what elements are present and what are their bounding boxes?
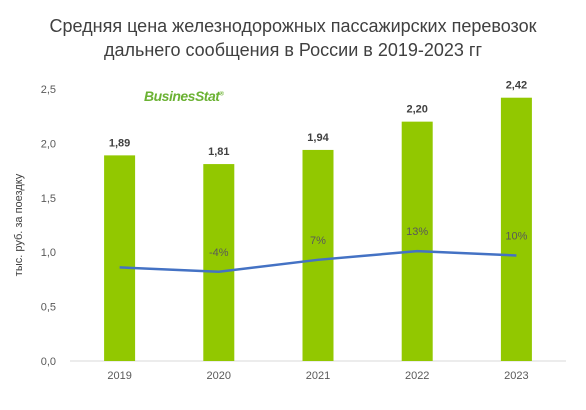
bar-value-label: 1,94 — [307, 132, 329, 144]
chart-title-line-1: Средняя цена железнодорожных пассажирски… — [49, 16, 537, 36]
y-tick-label: 2,0 — [41, 138, 56, 150]
growth-line — [119, 249, 517, 274]
bar-value-label: 2,42 — [506, 80, 527, 92]
y-tick-label: 2,5 — [41, 84, 56, 96]
y-tick-label: 0,5 — [41, 302, 56, 314]
x-tick-label: 2020 — [207, 370, 231, 382]
y-tick-label: 1,5 — [41, 193, 56, 205]
growth-label: 10% — [505, 230, 527, 242]
x-tick-label: 2019 — [107, 370, 131, 382]
y-tick-label: 1,0 — [41, 247, 56, 259]
growth-label: -4% — [209, 247, 229, 259]
x-tick-label: 2022 — [405, 370, 429, 382]
bar — [302, 149, 334, 361]
y-axis-label: тыс. руб. за поездку — [13, 173, 25, 276]
bar-value-label: 1,89 — [109, 137, 130, 149]
bar — [401, 121, 433, 361]
chart-title-line-2: дальнего сообщения в России в 2019-2023 … — [103, 40, 483, 60]
chart-title: Средняя цена железнодорожных пассажирски… — [0, 14, 586, 62]
y-tick-label: 0,0 — [41, 356, 56, 368]
bar — [203, 164, 235, 361]
businesstat-logo: BusinesStat® — [144, 88, 224, 104]
growth-label: 7% — [310, 235, 326, 247]
x-tick-label: 2021 — [306, 370, 330, 382]
growth-label: 13% — [406, 226, 428, 238]
x-tick-label: 2023 — [504, 370, 528, 382]
bar-value-label: 2,20 — [406, 104, 427, 116]
bar-value-label: 1,81 — [208, 146, 229, 158]
bar — [500, 97, 532, 361]
bar — [104, 155, 136, 361]
